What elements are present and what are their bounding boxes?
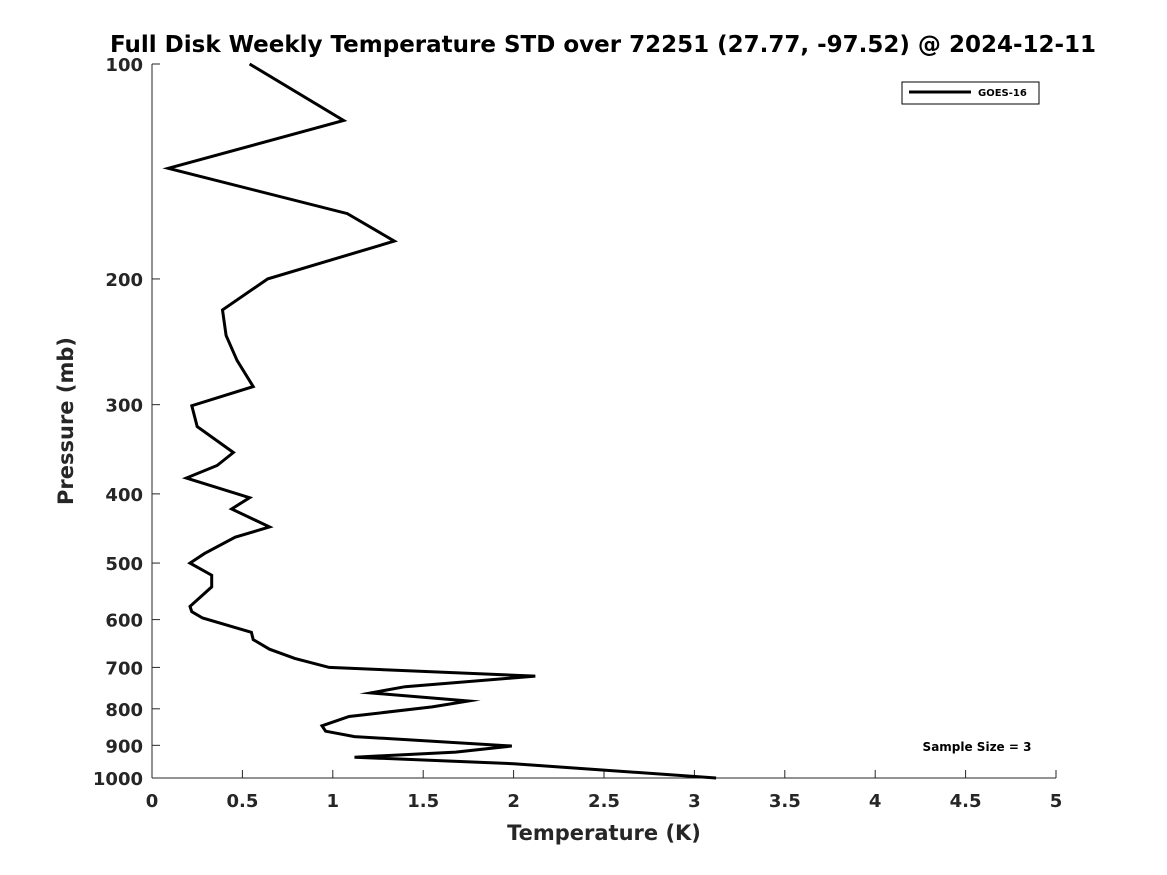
x-tick-label: 1 <box>327 791 340 812</box>
y-tick-label: 400 <box>105 485 143 506</box>
x-tick-label: 2 <box>507 791 520 812</box>
y-ticks: 100 200 300 400 500 600 700 800 900 1000 <box>93 55 160 790</box>
sample-size-annotation: Sample Size = 3 <box>923 740 1032 754</box>
x-tick-label: 0 <box>146 791 159 812</box>
y-tick-label: 900 <box>105 736 143 757</box>
x-tick-label: 3.5 <box>769 791 801 812</box>
y-tick-label: 1000 <box>93 769 143 790</box>
x-tick-label: 0.5 <box>226 791 258 812</box>
chart-title: Full Disk Weekly Temperature STD over 72… <box>110 32 1096 58</box>
series-layer <box>162 62 717 780</box>
y-tick-label: 200 <box>105 270 143 291</box>
y-tick-label: 600 <box>105 611 143 632</box>
legend-entry-goes-16: GOES-16 <box>978 88 1027 99</box>
y-tick-label: 700 <box>105 658 143 679</box>
legend: GOES-16 <box>901 81 1040 105</box>
x-ticks: 0 0.5 1 1.5 2 2.5 3 3.5 4 4.5 5 <box>146 770 1063 812</box>
x-tick-label: 1.5 <box>407 791 439 812</box>
x-axis-label: Temperature (K) <box>507 821 701 845</box>
x-tick-label: 2.5 <box>588 791 620 812</box>
y-tick-label: 100 <box>105 55 143 76</box>
y-tick-label: 500 <box>105 554 143 575</box>
y-axis-label: Pressure (mb) <box>54 337 78 505</box>
y-tick-label: 300 <box>105 396 143 417</box>
x-tick-label: 4.5 <box>950 791 982 812</box>
y-tick-label: 800 <box>105 700 143 721</box>
x-tick-label: 4 <box>869 791 882 812</box>
x-tick-label: 3 <box>688 791 701 812</box>
x-tick-label: 5 <box>1050 791 1063 812</box>
series-line-goes-16 <box>162 62 717 780</box>
